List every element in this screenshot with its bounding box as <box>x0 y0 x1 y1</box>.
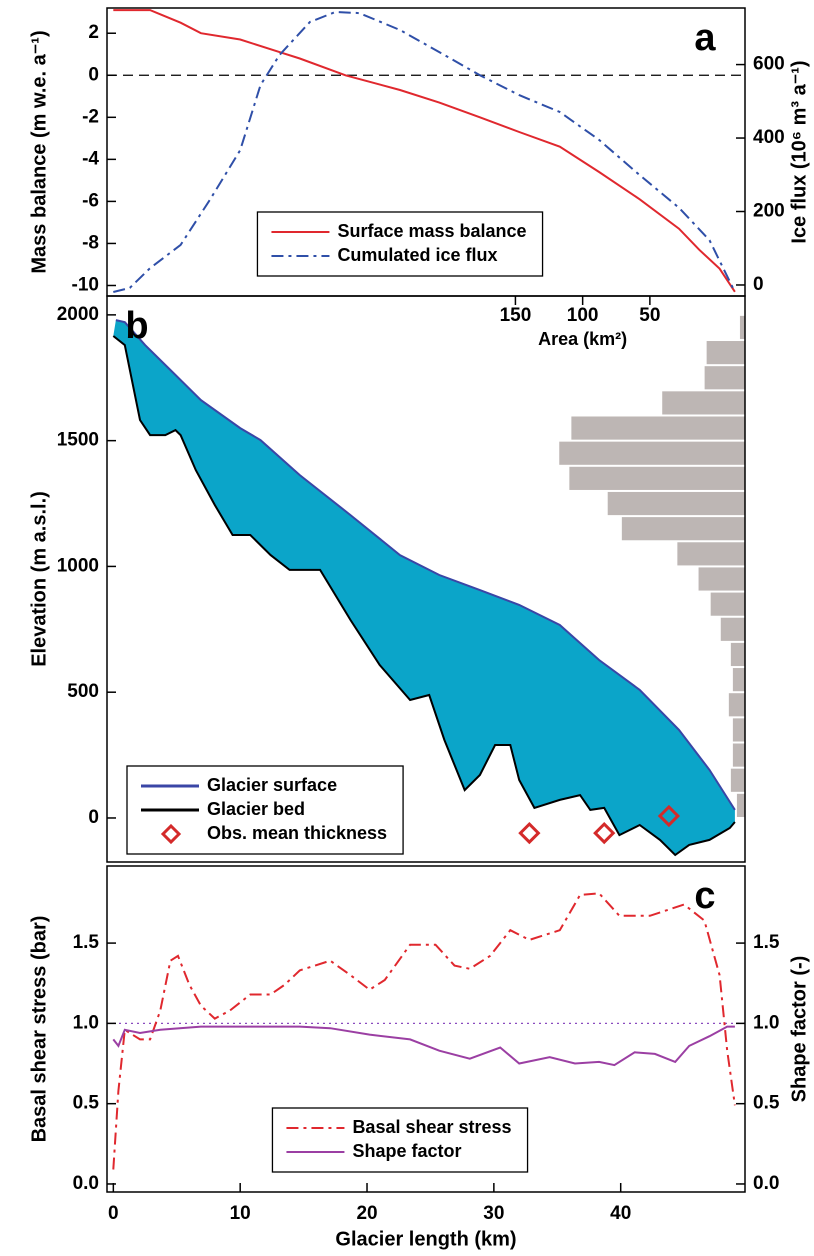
hypsometry-bar <box>732 718 745 742</box>
legend-label: Surface mass balance <box>337 221 526 241</box>
y-tick-label: -10 <box>72 275 99 296</box>
hypsometry-bar <box>569 466 745 490</box>
hypsometry-bar <box>621 517 745 541</box>
legend: Glacier surface Glacier bed Obs. mean thic… <box>126 765 404 855</box>
hypsometry-bar <box>698 567 745 591</box>
data-line <box>113 10 736 293</box>
area-tick-label: 100 <box>567 305 599 326</box>
legend-marker <box>160 823 182 845</box>
hypsometry-bar <box>704 366 745 390</box>
legend: Surface mass balance Cumulated ice flux <box>256 211 544 277</box>
data-line <box>112 1025 735 1067</box>
y-tick-label: 0 <box>88 807 99 828</box>
y-axis-label: Elevation (m a.s.l.) <box>28 491 50 667</box>
y-axis-label: Basal shear stress (bar) <box>28 916 50 1143</box>
legend-label: Obs. mean thickness <box>207 823 387 843</box>
panel-label: b <box>125 305 148 347</box>
y2-tick-label: 400 <box>753 127 785 148</box>
plot-area <box>112 315 745 857</box>
obs-marker <box>657 804 681 828</box>
legend-box <box>271 1107 529 1173</box>
area-tick-label: 150 <box>500 305 532 326</box>
legend: Basal shear stress Shape factor <box>271 1107 529 1173</box>
x-tick-label: 0 <box>108 1203 119 1224</box>
obs-marker <box>593 821 616 845</box>
y2-tick-label: 0 <box>753 274 764 295</box>
hypsometry-bar <box>559 441 745 465</box>
hypsometry-bar <box>607 491 745 516</box>
hypsometry-bar <box>720 617 745 641</box>
legend-label: Glacier bed <box>207 799 305 819</box>
legend-label: Basal shear stress <box>352 1117 511 1137</box>
x-tick-label: 40 <box>610 1203 631 1224</box>
hypsometry-bar <box>732 743 745 767</box>
x-tick-label: 20 <box>356 1203 377 1224</box>
data-line <box>115 319 736 811</box>
y2-axis-label: Ice flux (10⁶ m³ a⁻¹) <box>788 60 810 243</box>
area-axis-label: Area (km²) <box>538 329 627 349</box>
hypsometry-bar <box>739 315 745 340</box>
legend-label: Shape factor <box>352 1141 461 1161</box>
panel-label: c <box>694 875 715 917</box>
y-tick-label: 0.5 <box>73 1093 100 1114</box>
y-tick-label: -6 <box>82 190 99 211</box>
plot-area <box>107 9 745 293</box>
x-tick-label: 30 <box>483 1203 504 1224</box>
x-tick-label: 10 <box>230 1203 251 1224</box>
y2-axis-label: Shape factor (-) <box>788 956 810 1103</box>
y-tick-label: 2000 <box>57 304 99 325</box>
y-tick-label: -8 <box>82 232 99 253</box>
legend-label: Cumulated ice flux <box>337 245 497 265</box>
y2-tick-label: 600 <box>753 54 785 75</box>
ice-fill <box>113 320 735 856</box>
y2-tick-label: 1.0 <box>753 1012 779 1033</box>
y-tick-label: -2 <box>82 106 99 127</box>
hypsometry-bar <box>662 391 745 415</box>
y-tick-label: 1.5 <box>73 932 100 953</box>
hypsometry-bar <box>677 542 745 566</box>
y2-tick-label: 0.0 <box>753 1173 779 1194</box>
y-tick-label: 1000 <box>57 555 99 576</box>
y-axis-label: Mass balance (m w.e. a⁻¹) <box>28 30 50 273</box>
x-axis-label: Glacier length (km) <box>335 1228 516 1250</box>
hypsometry-bar <box>732 668 745 692</box>
y-tick-label: 500 <box>67 681 99 702</box>
y2-tick-label: 200 <box>753 201 785 222</box>
y-tick-label: 0 <box>88 64 99 85</box>
hypsometry-bar <box>730 768 745 792</box>
obs-marker <box>518 821 541 845</box>
hypsometry-bar <box>710 592 745 616</box>
panel-label: a <box>694 17 716 59</box>
axes-frame <box>106 295 746 863</box>
data-line <box>112 335 736 857</box>
y2-tick-label: 0.5 <box>753 1093 780 1114</box>
hypsometry-bar <box>706 341 745 365</box>
hypsometry-bar <box>728 693 745 717</box>
legend-label: Glacier surface <box>207 775 337 795</box>
y-tick-label: 2 <box>88 22 99 43</box>
y2-tick-label: 1.5 <box>753 932 780 953</box>
hypsometry-bar <box>571 416 745 440</box>
y-tick-label: -4 <box>82 148 99 169</box>
y-tick-label: 0.0 <box>73 1173 99 1194</box>
hypsometry-bar <box>730 642 745 667</box>
area-tick-label: 50 <box>639 305 660 326</box>
plot-area <box>107 892 745 1170</box>
data-line <box>113 9 736 293</box>
hypsometry-bar <box>736 793 745 817</box>
y-tick-label: 1.0 <box>73 1012 99 1033</box>
y-tick-label: 1500 <box>57 430 99 451</box>
axes-frame <box>106 865 746 1193</box>
legend-box <box>256 211 544 277</box>
